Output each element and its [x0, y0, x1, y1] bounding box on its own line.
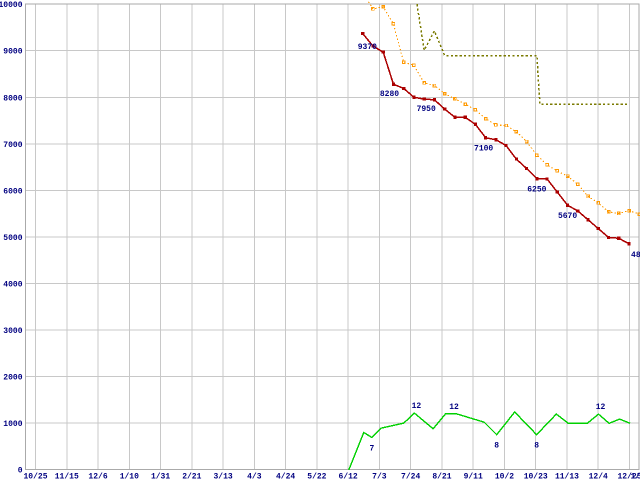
svg-text:10/2: 10/2: [495, 473, 514, 480]
svg-text:5000: 5000: [3, 234, 22, 243]
svg-text:1000: 1000: [3, 420, 22, 429]
svg-text:8/21: 8/21: [432, 473, 451, 480]
svg-text:7/24: 7/24: [401, 473, 420, 480]
svg-text:9/11: 9/11: [464, 473, 483, 480]
svg-text:12: 12: [412, 402, 422, 411]
svg-text:12: 12: [449, 403, 459, 412]
svg-text:1/31: 1/31: [151, 473, 170, 480]
svg-text:6/12: 6/12: [339, 473, 358, 480]
svg-text:9000: 9000: [3, 48, 22, 57]
svg-text:2/21: 2/21: [182, 473, 201, 480]
svg-text:9370: 9370: [358, 43, 377, 52]
svg-text:12/4: 12/4: [589, 473, 608, 480]
svg-text:8: 8: [494, 442, 499, 451]
svg-text:1/8: 1/8: [631, 473, 640, 480]
svg-text:8: 8: [534, 442, 539, 451]
svg-text:5670: 5670: [558, 212, 577, 221]
svg-text:6000: 6000: [3, 187, 22, 196]
svg-text:4850: 4850: [631, 251, 640, 260]
svg-text:11/15: 11/15: [55, 473, 79, 480]
svg-text:8000: 8000: [3, 94, 22, 103]
svg-text:5/22: 5/22: [307, 473, 326, 480]
svg-text:8280: 8280: [380, 90, 399, 99]
svg-text:6250: 6250: [527, 186, 546, 195]
svg-text:7000: 7000: [3, 141, 22, 150]
svg-text:10/23: 10/23: [524, 473, 548, 480]
svg-text:2000: 2000: [3, 373, 22, 382]
svg-text:10/25: 10/25: [23, 473, 47, 480]
svg-text:3/13: 3/13: [213, 473, 232, 480]
svg-text:1/10: 1/10: [120, 473, 139, 480]
svg-text:12/6: 12/6: [88, 473, 107, 480]
svg-text:7/3: 7/3: [372, 473, 387, 480]
svg-text:10000: 10000: [0, 1, 23, 10]
svg-text:7100: 7100: [474, 145, 493, 154]
svg-text:12: 12: [596, 403, 606, 412]
svg-text:11/13: 11/13: [555, 473, 579, 480]
svg-text:4/3: 4/3: [247, 473, 262, 480]
svg-text:4000: 4000: [3, 280, 22, 289]
svg-text:0: 0: [18, 467, 23, 476]
svg-text:7: 7: [369, 445, 374, 454]
svg-text:7950: 7950: [417, 105, 436, 114]
svg-text:4/24: 4/24: [276, 473, 295, 480]
svg-text:3000: 3000: [3, 327, 22, 336]
